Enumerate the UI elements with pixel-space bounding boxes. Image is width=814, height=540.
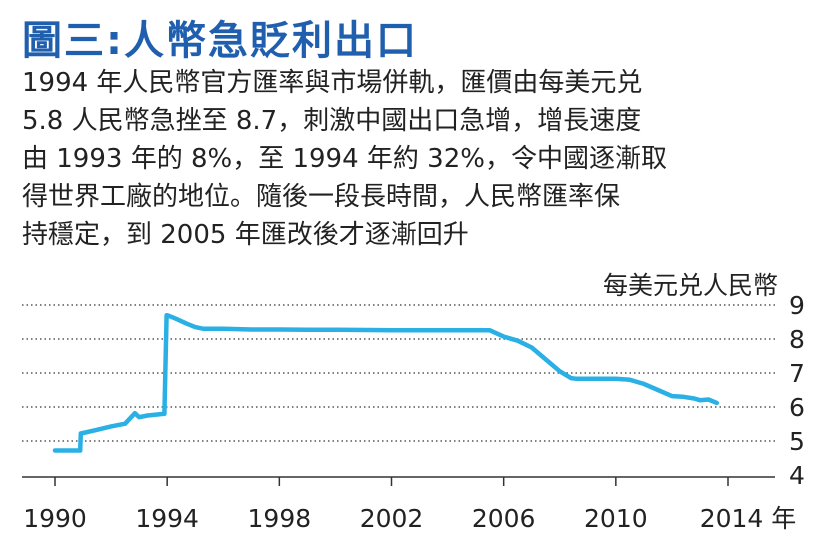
y-tick-label: 8 bbox=[789, 325, 805, 354]
y-tick-label: 6 bbox=[789, 393, 805, 422]
y-tick-label: 4 bbox=[789, 461, 805, 490]
description-line: 5.8 人民幣急挫至 8.7，刺激中國出口急增，增長速度 bbox=[22, 106, 642, 136]
description-text: 1994 年人民幣官方匯率與市場併軌，匯價由每美元兑 5.8 人民幣急挫至 8.… bbox=[22, 64, 802, 254]
y-tick-label: 5 bbox=[789, 427, 805, 456]
description-line: 得世界工廠的地位。隨後一段長時間，人民幣匯率保 bbox=[22, 182, 621, 212]
y-axis-unit-label: 每美元兑人民幣 bbox=[602, 271, 778, 300]
x-tick-label: 1998 bbox=[248, 504, 312, 533]
y-tick-label: 9 bbox=[789, 291, 805, 320]
x-tick-label: 1990 bbox=[23, 504, 87, 533]
page-title: 圖三:人幣急貶利出口 bbox=[22, 18, 418, 64]
x-tick-label: 2014 年 bbox=[700, 504, 797, 533]
description-line: 由 1993 年的 8%，至 1994 年約 32%，令中國逐漸取 bbox=[22, 144, 667, 174]
description-line: 持穩定，到 2005 年匯改後才逐漸回升 bbox=[22, 220, 469, 250]
x-tick-label: 1994 bbox=[135, 504, 199, 533]
description-line: 1994 年人民幣官方匯率與市場併軌，匯價由每美元兑 bbox=[22, 68, 643, 98]
x-tick-label: 2002 bbox=[360, 504, 424, 533]
x-tick-label: 2010 bbox=[584, 504, 648, 533]
y-tick-label: 7 bbox=[789, 359, 805, 388]
series-line-usd-cny bbox=[52, 312, 720, 453]
x-tick-label: 2006 bbox=[472, 504, 536, 533]
